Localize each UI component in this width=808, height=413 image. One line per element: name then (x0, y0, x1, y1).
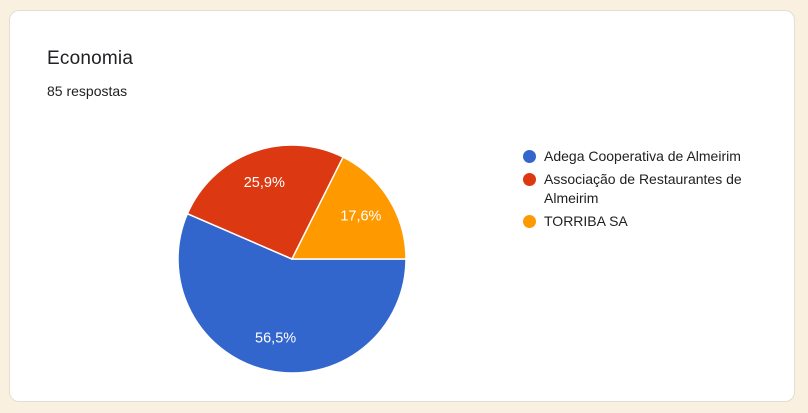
pie-chart: 56,5% 25,9% 17,6% (177, 144, 407, 374)
pie-slice-value-label: 56,5% (255, 330, 296, 346)
pie-slice-value-label: 17,6% (340, 209, 381, 225)
legend-color-dot-icon (523, 173, 536, 186)
legend-label: Associação de Restaurantes de Almeirim (544, 171, 742, 206)
legend-label: Adega Cooperativa de Almeirim (544, 148, 741, 164)
legend-color-dot-icon (523, 150, 536, 163)
pie-slice-3[interactable] (290, 156, 407, 260)
legend-item-3: TORRIBA SA (523, 212, 778, 231)
chart-card: Economia 85 respostas 56,5% 25,9% 17,6% Ad… (9, 10, 795, 402)
legend-item-1: Adega Cooperativa de Almeirim (523, 147, 778, 166)
legend-label: TORRIBA SA (544, 213, 628, 229)
page-title: Economia (47, 48, 134, 69)
legend: Adega Cooperativa de Almeirim Associação … (523, 147, 778, 235)
pie-slice-value-label: 25,9% (244, 175, 285, 191)
pie-slice-2[interactable] (186, 144, 345, 260)
legend-item-2: Associação de Restaurantes de Almeirim (523, 170, 778, 208)
pie-slice-1[interactable] (177, 212, 407, 374)
legend-color-dot-icon (523, 215, 536, 228)
response-count: 85 respostas (47, 83, 128, 99)
